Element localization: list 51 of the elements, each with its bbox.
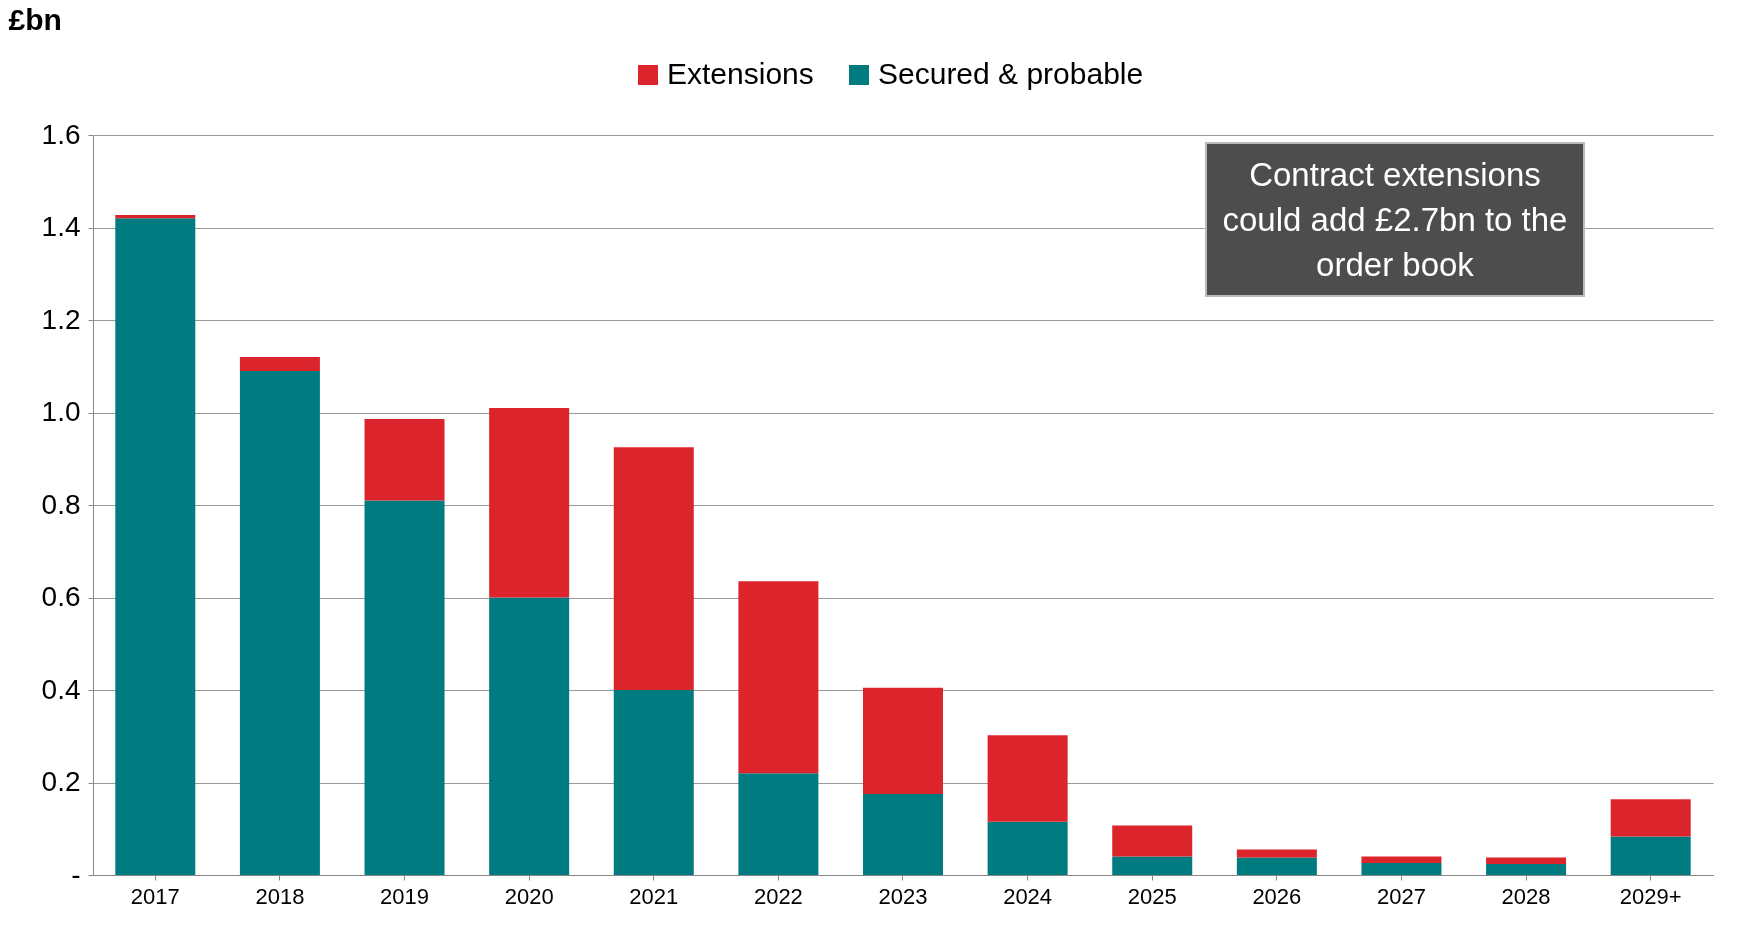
x-tick-label: 2029+ [1619,883,1682,909]
legend-label: Secured & probable [878,57,1144,90]
y-tick-label: 0.6 [41,581,81,612]
x-tick-label: 2019 [380,883,430,909]
bar [1361,856,1442,863]
y-tick-label: 1.6 [41,118,81,150]
bar [364,418,445,501]
bar [1112,856,1193,875]
x-tick-label: 2027 [1376,883,1426,909]
y-tick-label: 1.0 [41,396,81,427]
bar [239,357,320,371]
bar [738,581,819,774]
x-tick-label: 2022 [753,883,803,909]
y-tick-label: 1.2 [41,303,81,335]
x-tick-label: 2020 [504,883,554,909]
x-tick-label: 2021 [629,883,679,909]
bar [613,690,694,875]
bar [987,821,1068,875]
x-tick-label: 2023 [878,883,928,909]
bar [863,794,943,875]
y-tick-label: 0.4 [41,673,81,705]
bar [1610,799,1691,837]
legend-label: Extensions [667,57,814,90]
x-tick-label: 2028 [1501,883,1551,909]
bar [1486,863,1567,875]
annotation: Contract extensions could add £2.7bn to the order book [1205,142,1585,297]
bar [1112,825,1193,857]
x-tick-label: 2017 [130,883,180,909]
bar [987,735,1068,822]
bar [1361,862,1442,875]
y-tick-label: 1.4 [41,211,81,242]
bar [239,370,320,875]
bar [863,687,943,795]
bar [364,500,445,875]
bar [115,218,196,875]
y-tick-label: - [71,858,81,890]
x-tick-label: 2025 [1127,883,1177,909]
bar [613,447,694,690]
bar [115,215,196,219]
bar [738,773,819,875]
bar [489,407,570,598]
y-axis-title: £bn [8,2,62,36]
x-tick-label: 2018 [255,883,305,909]
y-tick-label: 0.2 [41,766,81,797]
x-tick-label: 2026 [1252,883,1302,909]
bar [1610,836,1691,875]
bar [489,597,570,875]
y-tick-label: 0.8 [41,488,81,520]
bar [1486,857,1567,864]
x-tick-label: 2024 [1003,883,1053,909]
bar [1236,857,1317,875]
